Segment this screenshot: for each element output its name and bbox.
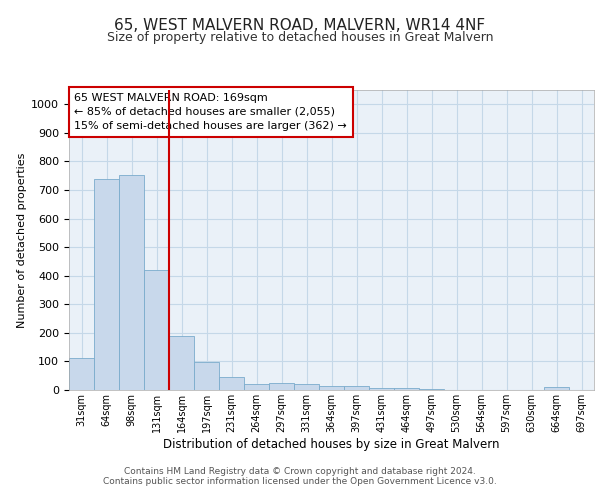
Bar [144, 270, 169, 390]
Y-axis label: Number of detached properties: Number of detached properties [17, 152, 27, 328]
Bar [269, 384, 294, 390]
Bar [394, 388, 419, 390]
Bar [69, 358, 94, 390]
Bar [419, 388, 444, 390]
Bar [119, 175, 144, 390]
Text: 65 WEST MALVERN ROAD: 169sqm
← 85% of detached houses are smaller (2,055)
15% of: 65 WEST MALVERN ROAD: 169sqm ← 85% of de… [74, 93, 347, 131]
Bar [319, 386, 344, 390]
X-axis label: Distribution of detached houses by size in Great Malvern: Distribution of detached houses by size … [163, 438, 500, 450]
Bar [544, 387, 569, 390]
Text: Contains HM Land Registry data © Crown copyright and database right 2024.: Contains HM Land Registry data © Crown c… [124, 467, 476, 476]
Bar [219, 377, 244, 390]
Text: Size of property relative to detached houses in Great Malvern: Size of property relative to detached ho… [107, 31, 493, 44]
Bar [94, 178, 119, 390]
Bar [194, 362, 219, 390]
Text: Contains public sector information licensed under the Open Government Licence v3: Contains public sector information licen… [103, 477, 497, 486]
Bar [244, 384, 269, 390]
Text: 65, WEST MALVERN ROAD, MALVERN, WR14 4NF: 65, WEST MALVERN ROAD, MALVERN, WR14 4NF [115, 18, 485, 32]
Bar [169, 336, 194, 390]
Bar [369, 388, 394, 390]
Bar [294, 384, 319, 390]
Bar [344, 386, 369, 390]
